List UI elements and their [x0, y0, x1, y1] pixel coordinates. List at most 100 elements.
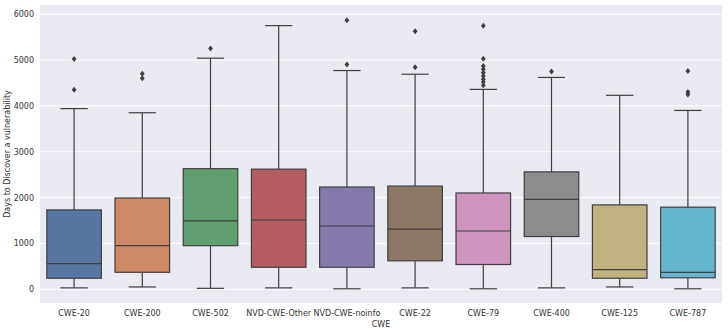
y-tick-label: 5000	[14, 56, 34, 65]
x-tick-label: CWE-125	[601, 309, 638, 318]
x-tick-label: NVD-CWE-Other	[246, 309, 312, 318]
cap-low	[401, 287, 428, 288]
whisker-low	[415, 261, 416, 288]
median	[320, 225, 375, 226]
cap-low	[674, 288, 701, 289]
whisker-low	[142, 272, 143, 287]
whisker-low	[483, 264, 484, 288]
whisker-high	[210, 58, 211, 168]
cap-high	[197, 58, 224, 59]
outlier	[481, 56, 486, 62]
outlier	[72, 87, 77, 93]
median	[115, 245, 170, 246]
x-tick-label: CWE-400	[533, 309, 570, 318]
outlier	[72, 56, 77, 62]
x-tick-label: CWE-502	[192, 309, 229, 318]
whisker-low	[687, 278, 688, 289]
cap-low	[333, 288, 360, 289]
chart-container: 0 1000 2000 3000 4000 5000 6000 CWE-20 CWE-200 CW…	[0, 0, 728, 330]
box	[592, 205, 647, 278]
box	[115, 198, 170, 272]
y-tick-label: 4000	[14, 102, 34, 111]
outlier	[140, 71, 145, 77]
box	[388, 186, 443, 261]
median	[183, 220, 238, 221]
whisker-low	[210, 246, 211, 289]
box	[661, 207, 716, 278]
whisker-high	[619, 95, 620, 205]
cap-high	[401, 74, 428, 75]
whisker-low	[278, 267, 279, 288]
y-tick-label: 0	[29, 285, 34, 294]
cap-low	[538, 287, 565, 288]
outlier	[208, 46, 213, 52]
cap-high	[538, 77, 565, 78]
whisker-low	[551, 237, 552, 288]
outlier	[413, 64, 418, 70]
box	[183, 169, 238, 246]
outlier	[549, 68, 554, 74]
median	[592, 269, 647, 270]
cap-low	[265, 287, 292, 288]
grid-line	[40, 60, 722, 61]
y-tick-label: 6000	[14, 10, 34, 19]
y-tick-label: 1000	[14, 239, 34, 248]
cap-high	[60, 108, 87, 109]
box	[251, 169, 306, 267]
whisker-high	[346, 71, 347, 187]
cap-low	[606, 286, 633, 287]
outlier	[413, 28, 418, 34]
x-tick-label: CWE-20	[58, 309, 90, 318]
whisker-low	[73, 278, 74, 288]
x-tick-label: CWE-787	[670, 309, 707, 318]
cap-low	[129, 286, 156, 287]
cap-low	[60, 287, 87, 288]
cap-high	[606, 95, 633, 96]
box	[456, 193, 511, 265]
box	[320, 187, 375, 267]
median	[388, 229, 443, 230]
median	[251, 219, 306, 220]
plot-area	[40, 5, 722, 303]
median	[456, 230, 511, 231]
median	[661, 272, 716, 273]
whisker-high	[551, 77, 552, 171]
whisker-high	[483, 89, 484, 193]
whisker-high	[142, 113, 143, 198]
y-tick-label: 2000	[14, 194, 34, 203]
background	[0, 0, 728, 330]
grid-line	[40, 14, 722, 15]
box	[47, 210, 102, 278]
outlier	[481, 23, 486, 29]
cap-high	[470, 89, 497, 90]
cap-high	[674, 110, 701, 111]
outlier	[345, 62, 350, 68]
whisker-high	[73, 109, 74, 210]
outlier	[481, 63, 486, 69]
outlier	[686, 68, 691, 74]
x-tick-label: CWE-79	[467, 309, 499, 318]
x-tick-label: NVD-CWE-noinfo	[313, 309, 380, 318]
chart: 0 1000 2000 3000 4000 5000 6000 CWE-20 CWE-200 CW…	[0, 0, 728, 330]
whisker-low	[346, 267, 347, 289]
x-axis-label: CWE	[372, 320, 391, 329]
whisker-low	[619, 278, 620, 287]
whisker-high	[278, 26, 279, 169]
cap-low	[197, 288, 224, 289]
y-axis-label: Days to Discover a vulnerability	[3, 90, 12, 218]
grid-line	[40, 289, 722, 290]
y-tick-label: 3000	[14, 148, 34, 157]
outlier	[686, 89, 691, 95]
outlier	[345, 17, 350, 23]
cap-high	[265, 25, 292, 26]
cap-high	[333, 70, 360, 71]
cap-high	[129, 112, 156, 113]
box	[524, 172, 579, 237]
x-tick-label: CWE-200	[124, 309, 161, 318]
median	[524, 199, 579, 200]
whisker-high	[415, 74, 416, 186]
cap-low	[470, 288, 497, 289]
boxes	[47, 17, 715, 289]
x-tick-label: CWE-22	[399, 309, 431, 318]
median	[47, 263, 102, 264]
